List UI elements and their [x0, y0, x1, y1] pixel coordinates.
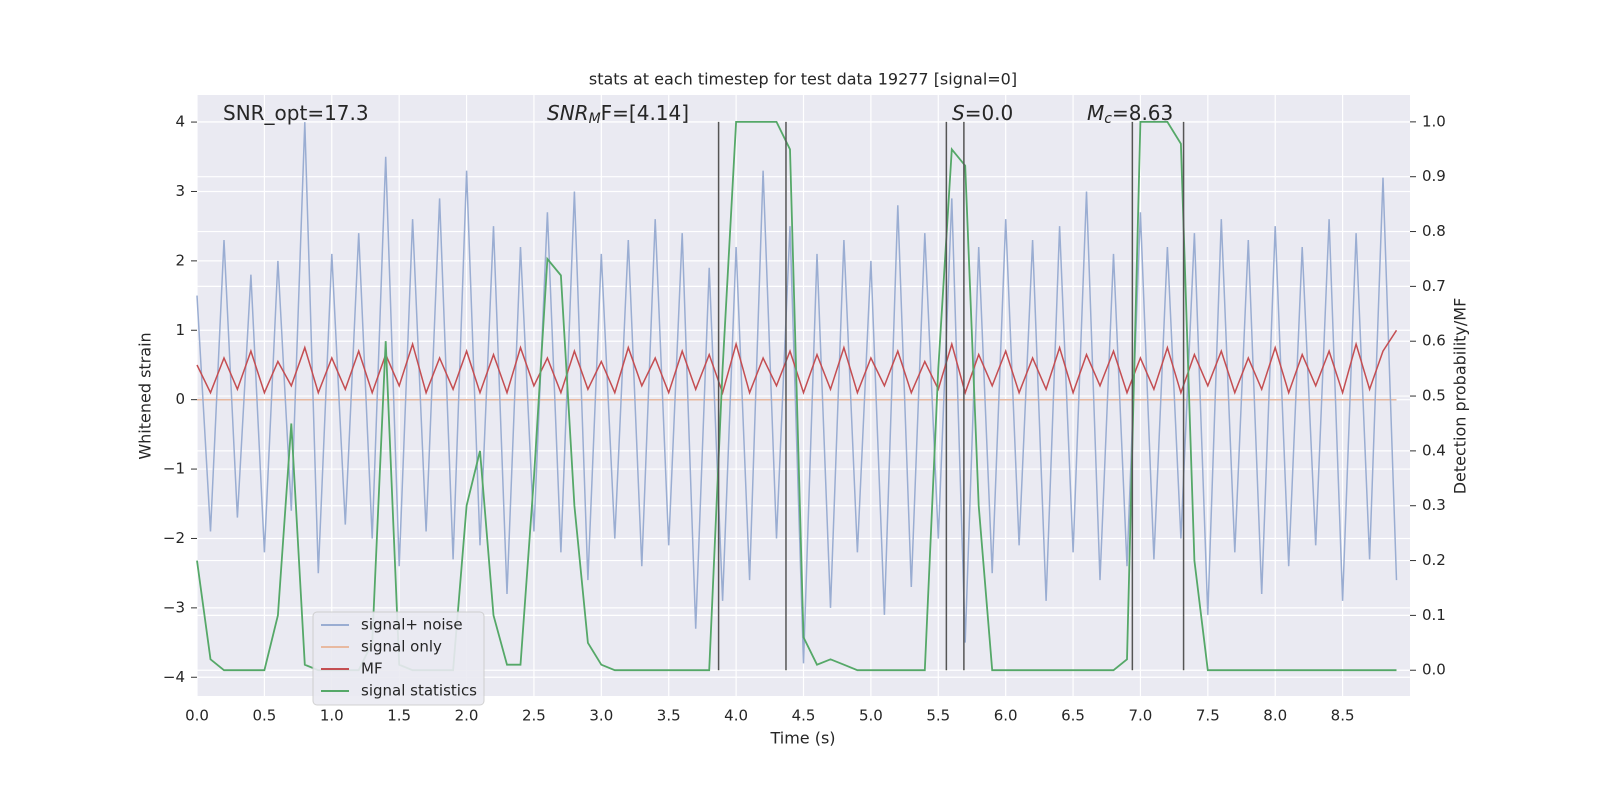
x-tick-label: 6.0 — [994, 707, 1018, 725]
x-tick-label: 1.5 — [387, 707, 411, 725]
y2-tick-label: 0.2 — [1422, 551, 1446, 569]
legend-box — [312, 611, 485, 706]
y-tick-label: 0 — [175, 390, 185, 408]
annotation: SNRMF=[4.14] — [547, 101, 689, 128]
x-tick-label: 0.5 — [252, 707, 276, 725]
legend-label: signal statistics — [361, 682, 477, 700]
y2-tick-label: 0.5 — [1422, 387, 1446, 405]
x-tick-label: 2.0 — [455, 707, 479, 725]
y2-tick-label: 0.8 — [1422, 222, 1446, 240]
x-tick-label: 8.0 — [1263, 707, 1287, 725]
annotation-part: SNR — [547, 101, 589, 125]
x-tick-label: 6.5 — [1061, 707, 1085, 725]
y2-tick-label: 0.9 — [1422, 167, 1446, 185]
annotation-part: =0.0 — [965, 101, 1014, 125]
annotation-part: M — [1087, 101, 1104, 125]
legend-label: signal+ noise — [361, 616, 463, 634]
x-tick-label: 3.5 — [657, 707, 681, 725]
series-line — [196, 122, 1398, 664]
annotation: Mc=8.63 — [1087, 101, 1173, 128]
series-line — [196, 121, 1397, 672]
annotation: SNR_opt=17.3 — [223, 101, 369, 125]
x-tick-label: 8.5 — [1331, 707, 1355, 725]
annotation-part: SNR_opt=17.3 — [223, 101, 369, 125]
y-tick-label: 3 — [175, 182, 185, 200]
x-tick-label: 7.0 — [1129, 707, 1153, 725]
x-axis-label: Time (s) — [769, 729, 835, 748]
x-tick-label: 2.5 — [522, 707, 546, 725]
annotation-part: S — [952, 101, 965, 125]
legend-label: MF — [361, 660, 383, 678]
x-tick-label: 3.0 — [589, 707, 613, 725]
x-tick-label: 1.0 — [320, 707, 344, 725]
annotation-part: F=[4.14] — [601, 101, 689, 125]
y-tick-label: −4 — [163, 668, 185, 686]
annotation-part: =8.63 — [1112, 101, 1173, 125]
y-tick-label: 1 — [175, 321, 185, 339]
y-tick-label: 4 — [175, 113, 185, 131]
annotation-part: c — [1104, 111, 1112, 127]
y2-axis-label: Detection probability/MF — [1451, 298, 1470, 495]
annotation-part: M — [589, 111, 601, 127]
x-tick-label: 5.5 — [926, 707, 950, 725]
y-tick-label: −3 — [163, 598, 185, 616]
y-tick-label: 2 — [175, 251, 185, 269]
x-tick-label: 7.5 — [1196, 707, 1220, 725]
y2-tick-label: 0.6 — [1422, 332, 1446, 350]
y-axis-label: Whitened strain — [136, 332, 155, 459]
x-tick-label: 0.0 — [185, 707, 209, 725]
y2-tick-label: 0.7 — [1422, 277, 1446, 295]
y-tick-label: −2 — [163, 529, 185, 547]
y-tick-label: −1 — [163, 460, 185, 478]
x-tick-label: 5.0 — [859, 707, 883, 725]
x-tick-label: 4.0 — [724, 707, 748, 725]
annotation: S=0.0 — [952, 101, 1013, 125]
y2-tick-label: 0.0 — [1422, 661, 1446, 679]
y2-tick-label: 0.1 — [1422, 606, 1446, 624]
legend-label: signal only — [361, 638, 442, 656]
y2-tick-label: 0.3 — [1422, 496, 1446, 514]
x-tick-label: 4.5 — [792, 707, 816, 725]
chart-title: stats at each timestep for test data 192… — [589, 70, 1017, 89]
y2-tick-label: 0.4 — [1422, 441, 1446, 459]
y2-tick-label: 1.0 — [1422, 112, 1446, 130]
